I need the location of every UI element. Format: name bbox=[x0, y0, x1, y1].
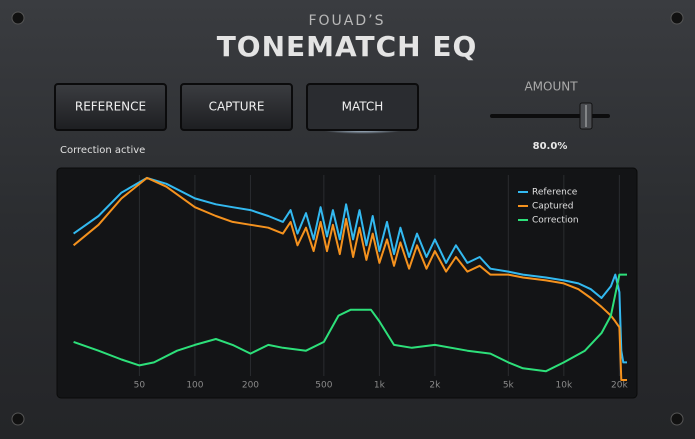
amount-label: AMOUNT bbox=[524, 80, 578, 94]
button-group: REFERENCE CAPTURE MATCH bbox=[54, 83, 419, 134]
plot: 50 100 200 500 1k 2k 5k 10k 20k Reference Captured… bbox=[72, 175, 628, 391]
status: Correction active bbox=[60, 145, 145, 156]
line-series bbox=[73, 273, 627, 373]
button[interactable] bbox=[54, 83, 167, 131]
brand: FOUAD’S bbox=[308, 13, 385, 29]
line-series bbox=[73, 176, 627, 364]
button-label: CAPTURE bbox=[209, 100, 265, 114]
title: TONEMATCH EQ bbox=[217, 30, 478, 63]
button-label: MATCH bbox=[342, 100, 384, 114]
x-tick-label: 5k bbox=[503, 381, 515, 391]
x-tick-label: 20k bbox=[611, 381, 628, 391]
screws bbox=[11, 11, 684, 426]
plot-panel bbox=[56, 167, 638, 399]
x-tick-label: 50 bbox=[134, 381, 146, 391]
x-tick-label: 500 bbox=[315, 381, 332, 391]
x-tick-label: 100 bbox=[186, 381, 203, 391]
button[interactable] bbox=[180, 83, 293, 131]
line-series bbox=[72, 176, 627, 381]
legend-label: Reference bbox=[532, 188, 578, 198]
button[interactable] bbox=[306, 83, 419, 131]
legend-label: Captured bbox=[532, 202, 574, 212]
x-tick-label: 10k bbox=[556, 381, 573, 391]
legend-label: Correction bbox=[532, 216, 579, 226]
amount-value: 80.0% bbox=[533, 141, 568, 152]
x-tick-label: 1k bbox=[374, 381, 386, 391]
button-label: REFERENCE bbox=[75, 100, 146, 114]
x-tick-label: 2k bbox=[429, 381, 441, 391]
x-tick-label: 200 bbox=[242, 381, 259, 391]
